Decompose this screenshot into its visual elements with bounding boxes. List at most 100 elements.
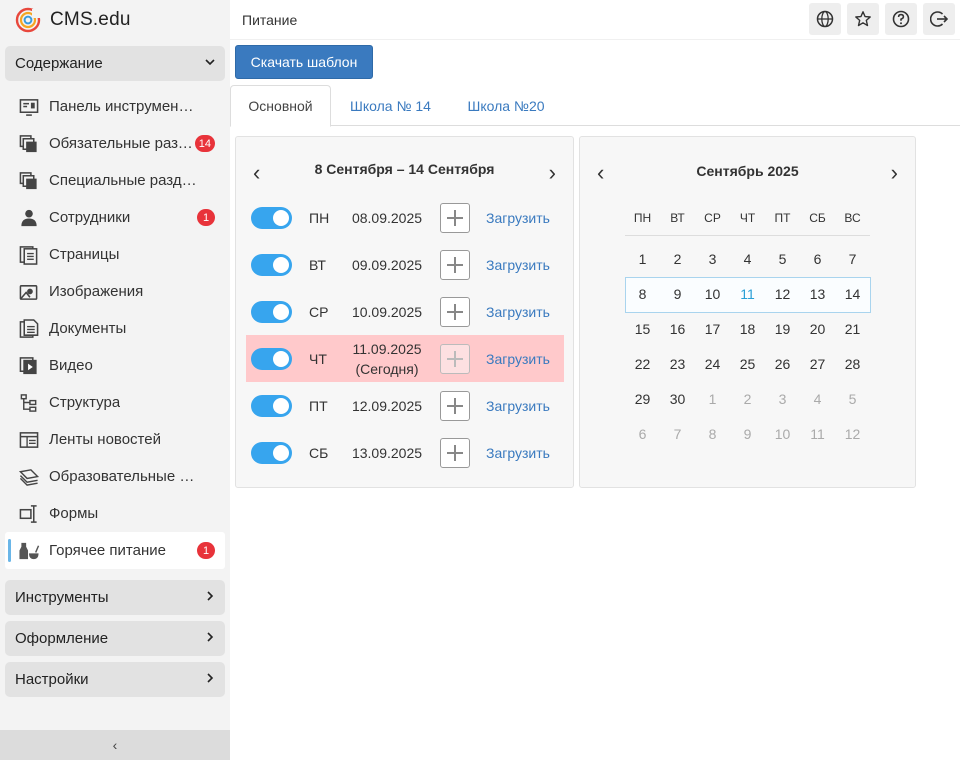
upload-link[interactable]: Загрузить [486,303,550,320]
upload-link[interactable]: Загрузить [486,350,550,367]
section-content[interactable]: Содержание [5,46,225,81]
month-next-button[interactable]: › [890,160,898,185]
count-badge: 14 [194,135,215,152]
calendar-day[interactable]: 9 [673,286,682,302]
month-prev-button[interactable]: ‹ [597,160,605,185]
download-template-button[interactable]: Скачать шаблон [235,45,373,79]
calendar-day[interactable]: 12 [774,286,791,302]
sidebar-item-12[interactable]: Формы [5,495,225,532]
calendar-day[interactable]: 7 [848,251,857,267]
calendar-day[interactable]: 4 [743,251,752,267]
calendar-day[interactable]: 16 [669,321,686,337]
add-file-button[interactable] [440,437,470,468]
tab-school-14[interactable]: Школа № 14 [350,97,431,114]
sidebar-item-9[interactable]: Структура [5,384,225,421]
section-content-label: Содержание [15,55,103,72]
calendar-day[interactable]: 29 [634,391,651,407]
section-tools[interactable]: Инструменты [5,580,225,615]
calendar-day[interactable]: 8 [638,286,647,302]
add-file-button[interactable] [440,249,470,280]
week-prev-button[interactable]: ‹ [253,160,261,185]
calendar-day[interactable]: 4 [813,391,822,407]
sidebar-item-6[interactable]: Изображения [5,273,225,310]
calendar-day[interactable]: 3 [778,391,787,407]
calendar-day[interactable]: 23 [669,356,686,372]
calendar-day[interactable]: 28 [844,356,861,372]
add-file-button[interactable] [440,296,470,327]
calendar-day[interactable]: 27 [809,356,826,372]
calendar-day[interactable]: 26 [774,356,791,372]
calendar-day[interactable]: 19 [774,321,791,337]
calendar-day[interactable]: 9 [743,426,752,442]
calendar-day[interactable]: 15 [634,321,651,337]
sidebar-item-11[interactable]: Образовательные программы [5,458,225,495]
calendar-day[interactable]: 13 [809,286,826,302]
sidebar-item-1[interactable]: Панель инструментов [5,88,225,125]
add-file-button[interactable] [440,202,470,233]
help-button[interactable] [885,3,917,35]
calendar-day[interactable]: 18 [739,321,756,337]
section-settings[interactable]: Настройки [5,662,225,697]
calendar-day[interactable]: 8 [708,426,717,442]
upload-link[interactable]: Загрузить [486,444,550,461]
add-file-button[interactable] [440,390,470,421]
calendar-day[interactable]: 21 [844,321,861,337]
chevron-left-icon: ‹ [112,737,118,753]
add-file-button[interactable] [440,343,470,374]
calendar-day[interactable]: 20 [809,321,826,337]
calendar-day[interactable]: 7 [673,426,682,442]
day-enabled-toggle[interactable] [251,394,292,417]
day-enabled-toggle[interactable] [251,206,292,229]
logo-icon [15,7,41,33]
sidebar-item-2[interactable]: Обязательные разделы14 [5,125,225,162]
calendar-day[interactable]: 30 [669,391,686,407]
upload-link[interactable]: Загрузить [486,256,550,273]
calendar-day[interactable]: 12 [844,426,861,442]
calendar-day[interactable]: 6 [813,251,822,267]
calendar-day[interactable]: 6 [638,426,647,442]
calendar-day[interactable]: 22 [634,356,651,372]
calendar-day[interactable]: 25 [739,356,756,372]
language-button[interactable] [809,3,841,35]
calendar-day[interactable]: 10 [704,286,721,302]
calendar-day[interactable]: 2 [743,391,752,407]
day-enabled-toggle[interactable] [251,347,292,370]
sidebar-collapse-button[interactable]: ‹ [0,730,230,760]
calendar-day[interactable]: 1 [638,251,647,267]
day-enabled-toggle[interactable] [251,300,292,323]
section-design[interactable]: Оформление [5,621,225,656]
tab-school-20[interactable]: Школа №20 [467,97,545,114]
sidebar-item-5[interactable]: Страницы [5,236,225,273]
calendar-day[interactable]: 10 [774,426,791,442]
day-row: ЧТ 11.09.2025 (Сегодня) Загрузить [246,335,564,382]
sidebar-item-13[interactable]: Горячее питание 1 [5,532,225,569]
calendar-day[interactable]: 11 [740,286,755,302]
day-enabled-toggle[interactable] [251,441,292,464]
calendar-day[interactable]: 24 [704,356,721,372]
app-logo[interactable]: CMS.edu [0,0,230,40]
calendar-day[interactable]: 1 [708,391,717,407]
calendar-day[interactable]: 2 [673,251,682,267]
help-icon [892,10,910,28]
favorites-button[interactable] [847,3,879,35]
upload-link[interactable]: Загрузить [486,397,550,414]
sidebar-item-label: Сотрудники [49,209,131,226]
calendar-day[interactable]: 17 [704,321,721,337]
logout-button[interactable] [923,3,955,35]
sidebar-item-label: Формы [49,505,99,522]
upload-link[interactable]: Загрузить [486,209,550,226]
day-enabled-toggle[interactable] [251,253,292,276]
sidebar-item-8[interactable]: Видео [5,347,225,384]
day-name: ПН [309,209,330,226]
calendar-day[interactable]: 5 [848,391,857,407]
sidebar-item-7[interactable]: Документы [5,310,225,347]
calendar-day[interactable]: 11 [810,426,825,442]
calendar-day[interactable]: 5 [778,251,787,267]
calendar-day[interactable]: 3 [708,251,717,267]
sidebar-item-3[interactable]: Специальные разделы [5,162,225,199]
week-next-button[interactable]: › [548,160,556,185]
sidebar-item-4[interactable]: Сотрудники 1 [5,199,225,236]
calendar-day[interactable]: 14 [844,286,861,302]
tab-main[interactable]: Основной [230,85,331,127]
sidebar-item-10[interactable]: Ленты новостей [5,421,225,458]
